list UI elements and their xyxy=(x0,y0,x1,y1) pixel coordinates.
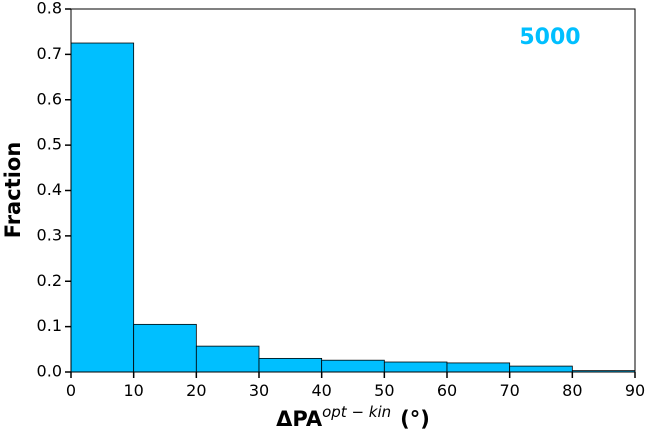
x-axis-label-unit: (°) xyxy=(400,407,430,431)
bar xyxy=(446,362,511,373)
bar xyxy=(133,323,197,373)
x-tick-label: 80 xyxy=(562,381,582,400)
annotation: 5000 xyxy=(519,25,580,50)
bar xyxy=(258,357,323,373)
y-tick-label: 0.8 xyxy=(37,0,62,18)
y-tick-label: 0.2 xyxy=(37,271,62,290)
x-tick-label: 90 xyxy=(625,381,645,400)
plot-frame xyxy=(70,8,636,373)
y-tick-label: 0.3 xyxy=(37,225,62,244)
x-axis-label: ΔPAopt − kin (°) xyxy=(276,403,430,431)
y-tick-label: 0.6 xyxy=(37,89,62,108)
x-tick-label: 50 xyxy=(374,381,394,400)
x-tick-label: 0 xyxy=(66,381,76,400)
bar xyxy=(70,42,135,373)
x-tick-label: 60 xyxy=(437,381,457,400)
x-tick-label: 70 xyxy=(499,381,519,400)
bar xyxy=(383,361,448,373)
bar xyxy=(195,345,260,373)
x-tick-label: 40 xyxy=(311,381,331,400)
x-tick-label: 30 xyxy=(249,381,269,400)
y-tick-label: 0.1 xyxy=(37,316,62,335)
bar xyxy=(321,359,385,373)
y-tick-label: 0.4 xyxy=(37,180,62,199)
x-axis-label-sup: opt − kin xyxy=(322,403,391,421)
x-tick-label: 20 xyxy=(186,381,206,400)
x-axis-label-base: ΔPA xyxy=(276,407,323,431)
y-axis-label: Fraction xyxy=(1,142,25,239)
y-tick-label: 0.0 xyxy=(37,362,62,381)
y-tick-label: 0.7 xyxy=(37,44,62,63)
bar xyxy=(509,365,573,373)
x-tick-label: 10 xyxy=(123,381,143,400)
y-tick-label: 0.5 xyxy=(37,135,62,154)
